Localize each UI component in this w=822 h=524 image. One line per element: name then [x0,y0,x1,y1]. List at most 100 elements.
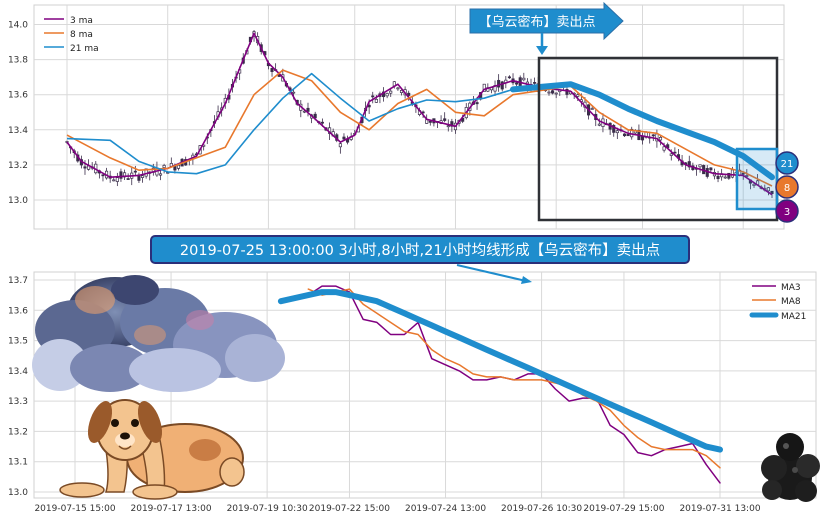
bottom-y-tick-label: 13.4 [8,367,28,377]
bottom-x-tick-label: 2019-07-22 15:00 [309,504,390,514]
sell-point-callout: 【乌云密布】卖出点 [469,1,624,55]
legend-label-MA21: MA21 [781,312,806,322]
storm-cloud-icon [32,275,285,392]
bottom-y-tick-label: 13.6 [8,306,28,316]
candle-body [292,91,296,94]
candle-body [554,92,558,95]
bottom-x-tick-label: 2019-07-15 15:00 [34,504,115,514]
candle-body [565,89,569,95]
highlight-frame [537,56,779,222]
candle-body [658,136,663,141]
top-y-tick-label: 13.2 [8,161,28,171]
candle-body [622,133,627,137]
crossover-annotation: 2019-07-25 13:00:00 3小时,8小时,21小时均线形成【乌云密… [150,235,690,284]
candle-body [399,90,404,93]
top-y-axis: 13.0 13.2 13.4 13.6 13.8 14.0 [8,21,28,207]
top-ma-lines [66,32,775,196]
callout-pointer-head [536,46,548,55]
candle-body [698,164,702,168]
candle-body [576,94,580,97]
bottom-y-axis: 13.0 13.1 13.2 13.3 13.4 13.5 13.6 13.7 [8,276,28,498]
marker-3-label: 3 [784,207,790,218]
top-y-tick-label: 14.0 [8,21,28,31]
candle-body [140,175,145,178]
annotation-pointer-line [456,264,527,282]
ma-markers: 21 8 3 [775,151,799,223]
candle-body [385,93,389,97]
candle-body [669,153,673,156]
candle-body [752,183,756,186]
bottom-x-tick-label: 2019-07-17 13:00 [131,504,212,514]
candle-body [515,82,519,85]
candle-body [626,134,630,137]
top-legend: 3 ma 8 ma 21 ma [44,16,99,54]
candle-body [306,107,310,112]
bottom-y-tick-label: 13.1 [8,458,28,468]
candle-body [371,95,375,98]
legend-label-MA8: MA8 [781,297,801,307]
candle-body [547,91,551,94]
top-line-21ma-highlight [510,81,775,181]
crossover-box [735,147,779,211]
legend-label-3ma: 3 ma [70,16,93,26]
candle-body [597,123,601,126]
top-line-8-ma [66,69,773,187]
bottom-line-MA8 [307,288,721,469]
candle-body [428,120,432,123]
top-y-tick-label: 13.4 [8,126,28,136]
candle-body [126,178,130,180]
marker-21 [775,151,799,175]
candle-body [551,90,555,94]
candle-body [158,173,163,176]
bottom-x-tick-label: 2019-07-19 10:30 [227,504,308,514]
bottom-line-MA21 [277,289,723,453]
candle-body [133,170,137,173]
candle-body [662,146,666,151]
candle-body [687,161,691,168]
annotation-label: 2019-07-25 13:00:00 3小时,8小时,21小时均线形成【乌云密… [180,242,660,259]
candle-body [313,113,317,119]
dog-icon [59,399,245,500]
candle-body [162,165,166,168]
bottom-x-tick-label: 2019-07-29 15:00 [583,504,664,514]
callout-arrow-shape [469,1,624,41]
candle-body [766,187,770,192]
top-plot-area [33,4,785,230]
candle-body [101,174,105,177]
candle-body [270,68,274,72]
candle-body [590,108,594,110]
legend-label-8ma: 8 ma [70,30,93,40]
candle-body [407,92,411,96]
bottom-y-tick-label: 13.2 [8,427,28,437]
bottom-x-axis: 2019-07-15 15:00 2019-07-17 13:00 2019-07-… [34,504,760,514]
candle-body [723,176,727,179]
candle-body [727,172,731,179]
candle-body [709,167,713,171]
candle-body [396,87,400,90]
candle-body [497,79,501,88]
candle-body [730,169,734,178]
callout-label: 【乌云密布】卖出点 [478,14,595,30]
candle-body [500,81,504,90]
marker-8-label: 8 [784,183,790,194]
bottom-x-tick-label: 2019-07-26 10:30 [501,504,582,514]
candle-body [443,118,447,121]
candle-body [522,77,526,81]
candle-body [446,125,450,128]
dark-cloud-icon [761,433,820,502]
candle-body [450,121,454,127]
bottom-y-tick-label: 13.5 [8,337,28,347]
candle-body [507,76,511,79]
candle-body [612,125,616,133]
candle-body [673,151,677,154]
bottom-x-tick-label: 2019-07-31 13:00 [679,504,760,514]
candle-body [320,121,324,124]
marker-3 [775,199,799,223]
top-y-tick-label: 13.8 [8,56,28,66]
bottom-x-tick-label: 2019-07-24 13:00 [405,504,486,514]
candle-body [615,130,619,134]
candle-body [770,190,774,195]
candle-body [176,164,181,169]
